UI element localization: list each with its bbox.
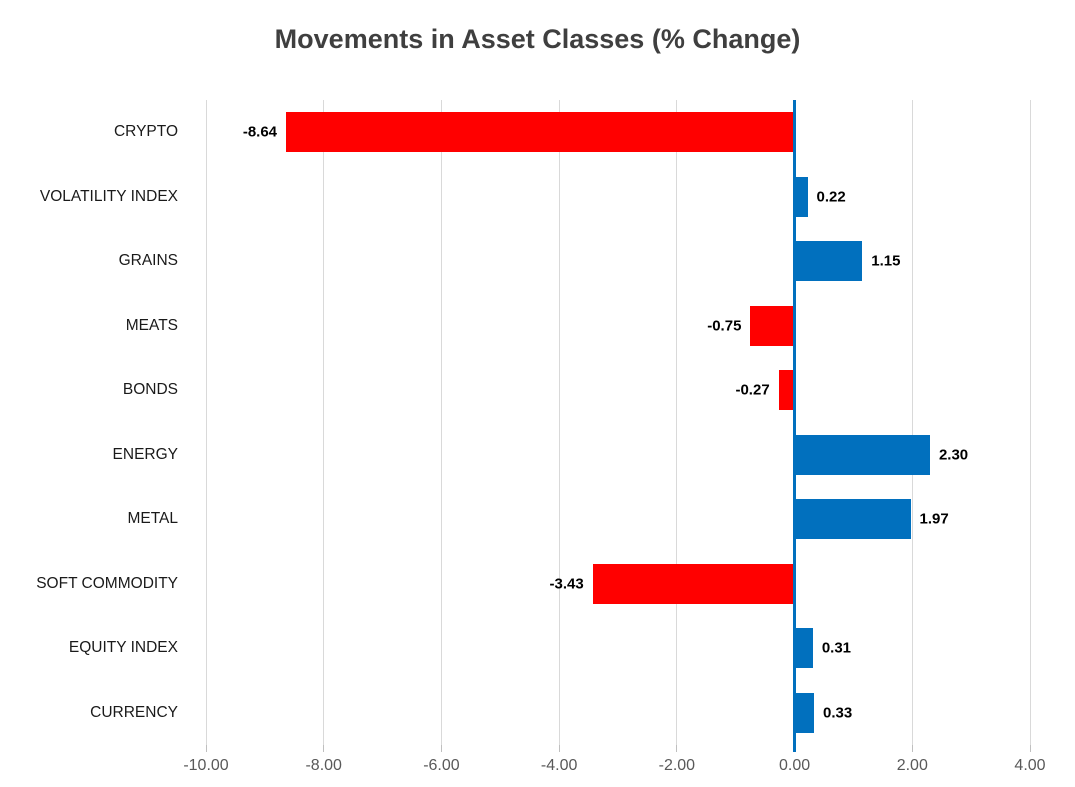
gridline xyxy=(911,100,913,745)
value-label: 1.97 xyxy=(919,510,949,528)
category-label: CURRENCY xyxy=(90,703,178,721)
bar-volatility-index xyxy=(794,176,808,217)
gridline xyxy=(558,100,560,745)
x-tick-label: -10.00 xyxy=(183,757,229,774)
plot-area: -8.64 0.22 1.15 -0.75 -0.27 2.30 1.97 -3.43 0.31… xyxy=(205,100,1031,752)
x-tick-label: -4.00 xyxy=(540,757,578,774)
bar-crypto xyxy=(286,112,795,153)
value-label: -8.64 xyxy=(242,123,278,141)
category-label: EQUITY INDEX xyxy=(68,639,178,657)
x-tick-label: 2.00 xyxy=(896,757,928,774)
bar-soft-commodity xyxy=(592,563,795,604)
value-label: -0.75 xyxy=(707,317,742,335)
x-tick-label: 4.00 xyxy=(1014,757,1046,774)
x-tick-label: -6.00 xyxy=(423,757,460,774)
x-tick-mark xyxy=(440,745,442,752)
value-label: 0.22 xyxy=(816,188,846,206)
gridline xyxy=(676,100,678,745)
x-tick-label: -8.00 xyxy=(305,757,342,774)
value-label: 1.15 xyxy=(871,252,901,270)
x-tick-label: -2.00 xyxy=(658,757,696,774)
category-label: CRYPTO xyxy=(113,123,178,141)
category-axis: CRYPTO VOLATILITY INDEX GRAINS MEATS BONDS EN… xyxy=(0,100,178,745)
category-label: BONDS xyxy=(122,381,178,399)
bar-energy xyxy=(794,434,930,475)
value-label: 0.33 xyxy=(822,704,853,722)
x-tick-mark xyxy=(1029,745,1031,752)
category-label: GRAINS xyxy=(118,252,178,270)
gridline xyxy=(1029,100,1031,745)
category-label: VOLATILITY INDEX xyxy=(39,187,178,205)
zero-axis-line xyxy=(793,100,797,752)
value-label: -0.27 xyxy=(735,381,770,399)
bar-bonds xyxy=(778,370,795,411)
x-tick-label: 0.00 xyxy=(778,757,811,774)
bar-currency xyxy=(794,692,814,733)
category-label: MEATS xyxy=(125,316,178,334)
gridline xyxy=(205,100,207,745)
category-label: METAL xyxy=(127,510,178,528)
x-tick-mark xyxy=(205,745,207,752)
value-label: 0.31 xyxy=(821,639,852,657)
category-label: ENERGY xyxy=(112,445,178,463)
x-tick-mark xyxy=(558,745,560,752)
gridline xyxy=(440,100,442,745)
x-axis: -10.00 -8.00 -6.00 -4.00 -2.00 0.00 2.00 4.00 xyxy=(183,745,1046,785)
chart-title: Movements in Asset Classes (% Change) xyxy=(274,24,801,54)
bar-grains xyxy=(794,241,863,282)
value-label: -3.43 xyxy=(549,575,584,593)
category-label: SOFT COMMODITY xyxy=(36,574,178,592)
bar-equity-index xyxy=(794,628,813,669)
x-tick-mark xyxy=(676,745,678,752)
x-tick-mark xyxy=(323,745,325,752)
value-label: 2.30 xyxy=(938,446,969,464)
bar-meats xyxy=(750,305,795,346)
gridline xyxy=(323,100,325,745)
bar-metal xyxy=(794,499,911,540)
x-tick-mark xyxy=(911,745,913,752)
